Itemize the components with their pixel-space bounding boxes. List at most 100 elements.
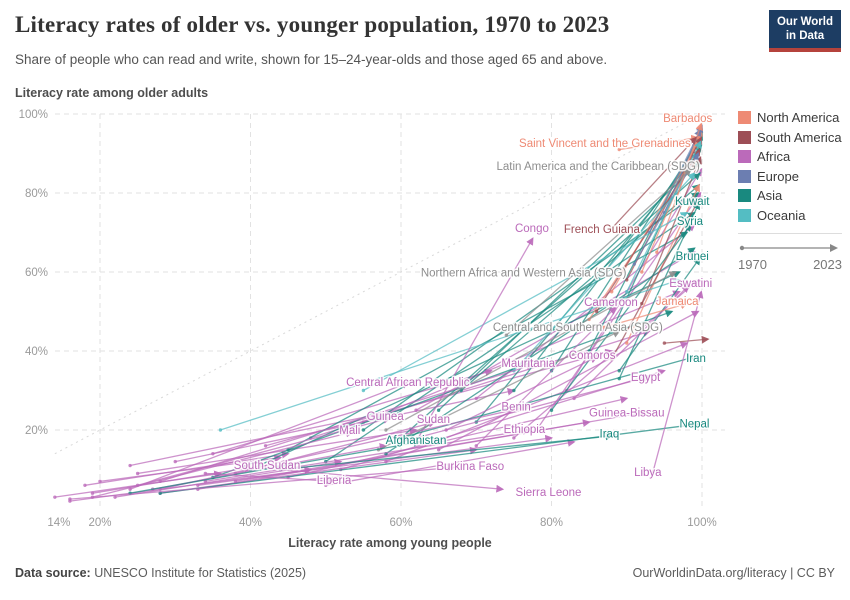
country-arrow-start-dot [278,467,283,472]
country-label[interactable]: Sudan [415,412,451,427]
country-arrow[interactable] [220,278,681,431]
country-arrow[interactable] [535,191,702,431]
country-arrow[interactable] [137,415,392,486]
country-arrow-start-dot [399,440,403,444]
country-arrow[interactable] [438,310,700,451]
country-arrow[interactable] [129,381,410,490]
legend-item-africa[interactable]: Africa [738,149,842,164]
country-arrow[interactable] [99,454,283,482]
country-arrow[interactable] [212,309,674,479]
country-label[interactable]: South Sudan [232,459,302,474]
country-arrow-start-dot [640,270,644,274]
x-tick-label: 80% [540,517,563,529]
country-arrow[interactable] [197,409,648,490]
country-label[interactable]: Latin America and the Caribbean (SDG) [495,160,701,175]
country-label[interactable]: Central African Republic [345,375,472,390]
country-label[interactable]: Mali [338,424,362,439]
country-arrow[interactable] [415,237,534,443]
country-label[interactable]: Eswatini [668,277,714,292]
country-label[interactable]: Sierra Leone [514,486,583,501]
country-label[interactable]: Burkina Faso [435,459,506,474]
country-arrow[interactable] [129,411,380,467]
country-arrow[interactable] [160,362,535,482]
country-arrow[interactable] [137,427,418,475]
country-arrow[interactable] [550,223,692,411]
country-label[interactable]: Mauritania [500,356,557,371]
country-arrow[interactable] [505,168,692,336]
country-arrow-start-dot [594,309,599,314]
country-label[interactable]: Guinea [365,410,406,425]
country-arrow[interactable] [385,341,689,463]
country-arrow-start-dot [113,495,117,499]
country-arrow[interactable] [69,464,456,500]
country-label[interactable]: Liberia [315,474,353,489]
country-label[interactable]: Cameroon [583,296,640,311]
country-arrow[interactable] [280,432,614,471]
country-arrow-start-dot [128,463,132,468]
country-arrow[interactable] [363,211,689,392]
country-label[interactable]: Iran [685,352,708,367]
country-label[interactable]: Syria [675,215,705,230]
country-label[interactable]: Central and Southern Asia (SDG) [491,320,664,335]
country-arrow-start-dot [53,495,57,499]
country-arrow[interactable] [205,427,531,482]
country-label[interactable]: French Guiana [562,222,642,237]
country-arrow[interactable] [626,140,702,293]
country-arrow[interactable] [362,192,700,431]
credit-link[interactable]: OurWorldinData.org/literacy | CC BY [632,566,835,580]
country-arrow[interactable] [475,306,617,447]
country-arrow[interactable] [325,439,576,486]
country-label[interactable]: Congo [513,222,550,237]
country-arrow[interactable] [641,156,702,304]
country-label[interactable]: Guinea-Bissau [588,406,666,421]
country-arrow[interactable] [513,172,696,372]
country-arrow[interactable] [92,464,253,494]
country-label[interactable]: Barbados [662,111,714,126]
legend-label: Africa [757,149,791,164]
country-arrow[interactable] [287,231,689,451]
legend-item-europe[interactable]: Europe [738,169,842,184]
country-label[interactable]: Northern Africa and Western Asia (SDG) [419,266,628,281]
country-label[interactable]: Libya [633,465,664,480]
country-arrow[interactable] [460,184,701,391]
country-arrow[interactable] [280,468,505,493]
country-label[interactable]: Comoros [567,348,617,363]
country-arrow-start-dot [662,341,667,345]
country-arrow-start-dot [68,497,72,501]
country-arrow[interactable] [235,419,437,475]
country-arrow[interactable] [611,136,698,229]
country-arrow[interactable] [205,472,335,485]
country-label[interactable]: Benin [500,400,532,415]
country-label[interactable]: Ethiopia [502,422,547,437]
country-arrow[interactable] [160,403,531,490]
country-label[interactable]: Egypt [629,371,662,386]
country-label[interactable]: Jamaica [654,294,700,309]
country-arrow[interactable] [611,199,699,360]
country-arrow[interactable] [445,356,599,431]
country-arrow[interactable] [648,128,702,233]
country-label[interactable]: Kuwait [673,194,711,209]
legend-item-oceania[interactable]: Oceania [738,208,842,223]
country-arrow[interactable] [550,136,703,372]
legend-item-north_america[interactable]: North America [738,110,842,125]
country-label[interactable]: Brunei [674,249,710,264]
country-label[interactable]: Saint Vincent and the Grenadines [518,136,693,151]
country-label[interactable]: Iraq [598,427,621,442]
country-label[interactable]: Nepal [678,417,711,432]
y-tick-label: 40% [25,346,48,358]
legend-item-asia[interactable]: Asia [738,188,842,203]
country-arrow[interactable] [619,134,700,151]
country-arrow[interactable] [385,247,696,455]
legend-label: Europe [757,168,799,184]
country-arrow[interactable] [652,290,704,472]
country-arrow[interactable] [129,439,422,494]
country-arrow[interactable] [385,271,678,431]
country-arrow[interactable] [573,284,690,399]
country-label[interactable]: Afghanistan [384,433,448,448]
country-arrow[interactable] [664,335,710,344]
country-arrow[interactable] [603,301,689,328]
y-axis-title: Literacy rate among older adults [15,86,209,100]
legend-item-south_america[interactable]: South America [738,130,842,145]
country-arrow[interactable] [378,330,621,451]
country-arrow-start-dot [263,444,268,448]
